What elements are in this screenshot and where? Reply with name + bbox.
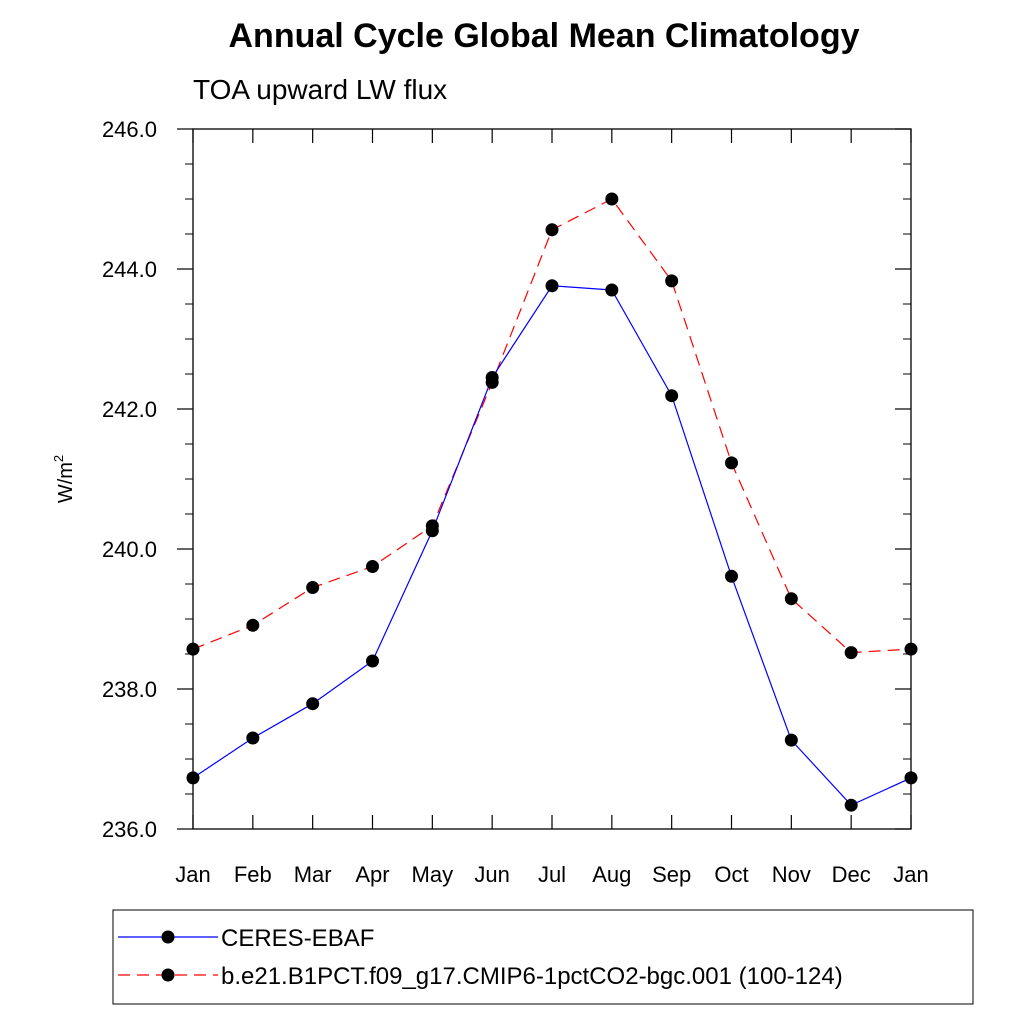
x-tick-label: Sep: [652, 862, 691, 887]
series-0-point: [545, 279, 559, 293]
x-tick-label: Feb: [234, 862, 272, 887]
series-0-point: [605, 283, 619, 297]
series-0-point: [186, 771, 200, 785]
series-line-0: [192, 285, 912, 806]
y-axis-label-text: W/m: [55, 462, 77, 503]
x-tick-label: Aug: [592, 862, 631, 887]
series-1-point: [366, 560, 379, 573]
series-line-1: [192, 198, 912, 654]
series-0-point: [366, 654, 379, 668]
series-0-point: [844, 798, 858, 812]
x-tick-label: Dec: [832, 862, 871, 887]
y-axis-label-sup: 2: [51, 455, 66, 462]
x-tick-label: May: [412, 862, 454, 887]
series-1-point: [784, 592, 798, 606]
series-0-point: [784, 733, 798, 747]
series-1-point: [605, 192, 619, 206]
y-tick-label: 236.0: [102, 817, 157, 842]
series-layer: [186, 192, 918, 812]
y-tick-label: 240.0: [102, 537, 157, 562]
axis-ticks: [177, 128, 912, 830]
y-tick-label: 244.0: [102, 257, 157, 282]
y-tick-label: 242.0: [102, 397, 157, 422]
legend-label-1: b.e21.B1PCT.f09_g17.CMIP6-1pctCO2-bgc.00…: [221, 963, 843, 990]
y-axis-label: W/m2: [51, 455, 77, 503]
series-0-point: [725, 569, 738, 583]
series-0-point: [306, 697, 320, 711]
x-tick-label: Nov: [772, 862, 811, 887]
y-tick-label: 238.0: [102, 677, 157, 702]
legend-box: [112, 909, 974, 1005]
series-0-point: [246, 731, 260, 745]
legend-label-0: CERES-EBAF: [221, 925, 374, 952]
x-tick-label: Apr: [355, 862, 389, 887]
series-0-point: [904, 771, 918, 785]
chart-title: Annual Cycle Global Mean Climatology: [229, 17, 860, 55]
series-1-point: [186, 642, 200, 656]
x-tick-label: Mar: [294, 862, 332, 887]
svg-text:W/m2: W/m2: [51, 455, 77, 503]
series-1-point: [904, 642, 918, 656]
legend-marker-0: [161, 930, 175, 944]
legend-marker-1: [161, 968, 175, 982]
x-tick-label: Jul: [538, 862, 566, 887]
series-1-point: [844, 646, 858, 660]
series-1-point: [246, 618, 260, 632]
axis-tick-labels: Jan Feb Mar Apr May Jun Jul Aug Sep Oct Nov Dec Jan 2…: [102, 117, 929, 887]
legend: CERES-EBAF b.e21.B1PCT.f09_g17.CMIP6-1pct…: [118, 925, 843, 990]
x-tick-label: Jan: [893, 862, 928, 887]
series-1-point: [665, 274, 679, 288]
series-0-point: [485, 371, 499, 384]
series-1-point: [306, 581, 320, 594]
series-0-point: [425, 524, 439, 538]
series-0-point: [665, 389, 679, 403]
x-tick-label: Jan: [175, 862, 210, 887]
y-tick-label: 246.0: [102, 117, 157, 142]
x-tick-label: Oct: [714, 862, 748, 887]
chart-subtitle: TOA upward LW flux: [193, 74, 447, 105]
series-1-point: [725, 456, 738, 470]
series-1-point: [545, 223, 559, 237]
x-tick-label: Jun: [474, 862, 509, 887]
